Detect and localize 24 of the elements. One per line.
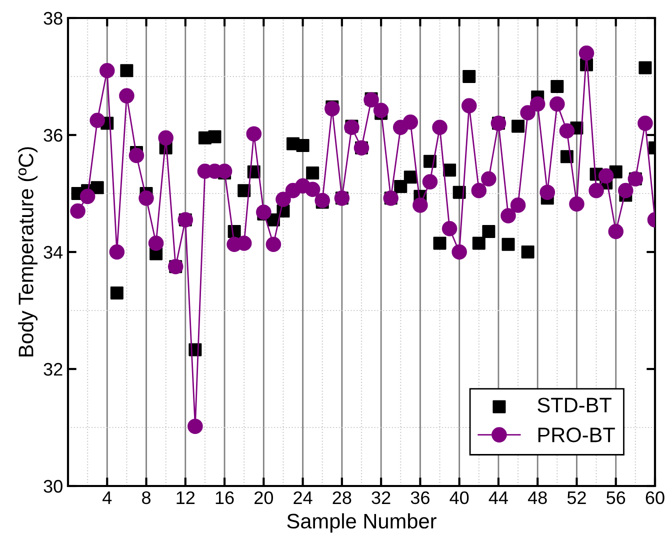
y-tick-label: 34 <box>44 246 63 259</box>
x-tick-label: 48 <box>528 491 547 504</box>
y-tick-label: 30 <box>44 480 62 493</box>
x-tick-label: 12 <box>176 491 195 504</box>
y-tick-label: 36 <box>44 128 62 142</box>
legend-label: STD-BT <box>538 398 612 412</box>
x-axis-title: Sample Number <box>287 513 436 533</box>
y-tick-label: 32 <box>44 362 62 376</box>
x-tick-label: 28 <box>332 491 352 504</box>
y-tick-label: 38 <box>44 12 62 25</box>
x-tick-label: 20 <box>254 491 274 504</box>
y-axis-title: Body Temperature (ºC) <box>18 147 38 356</box>
x-tick-label: 56 <box>606 491 626 504</box>
x-tick-label: 44 <box>488 492 508 504</box>
x-tick-label: 8 <box>142 491 151 504</box>
x-tick-label: 32 <box>372 491 390 504</box>
x-tick-label: 16 <box>216 491 234 504</box>
x-tick-label: 40 <box>450 491 469 504</box>
legend-label: PRO-BT <box>538 428 615 442</box>
x-tick-label: 36 <box>410 491 430 504</box>
x-tick-label: 52 <box>567 491 586 504</box>
x-tick-label: 4 <box>102 492 112 504</box>
x-tick-label: 60 <box>646 491 664 504</box>
x-tick-label: 24 <box>294 491 312 504</box>
